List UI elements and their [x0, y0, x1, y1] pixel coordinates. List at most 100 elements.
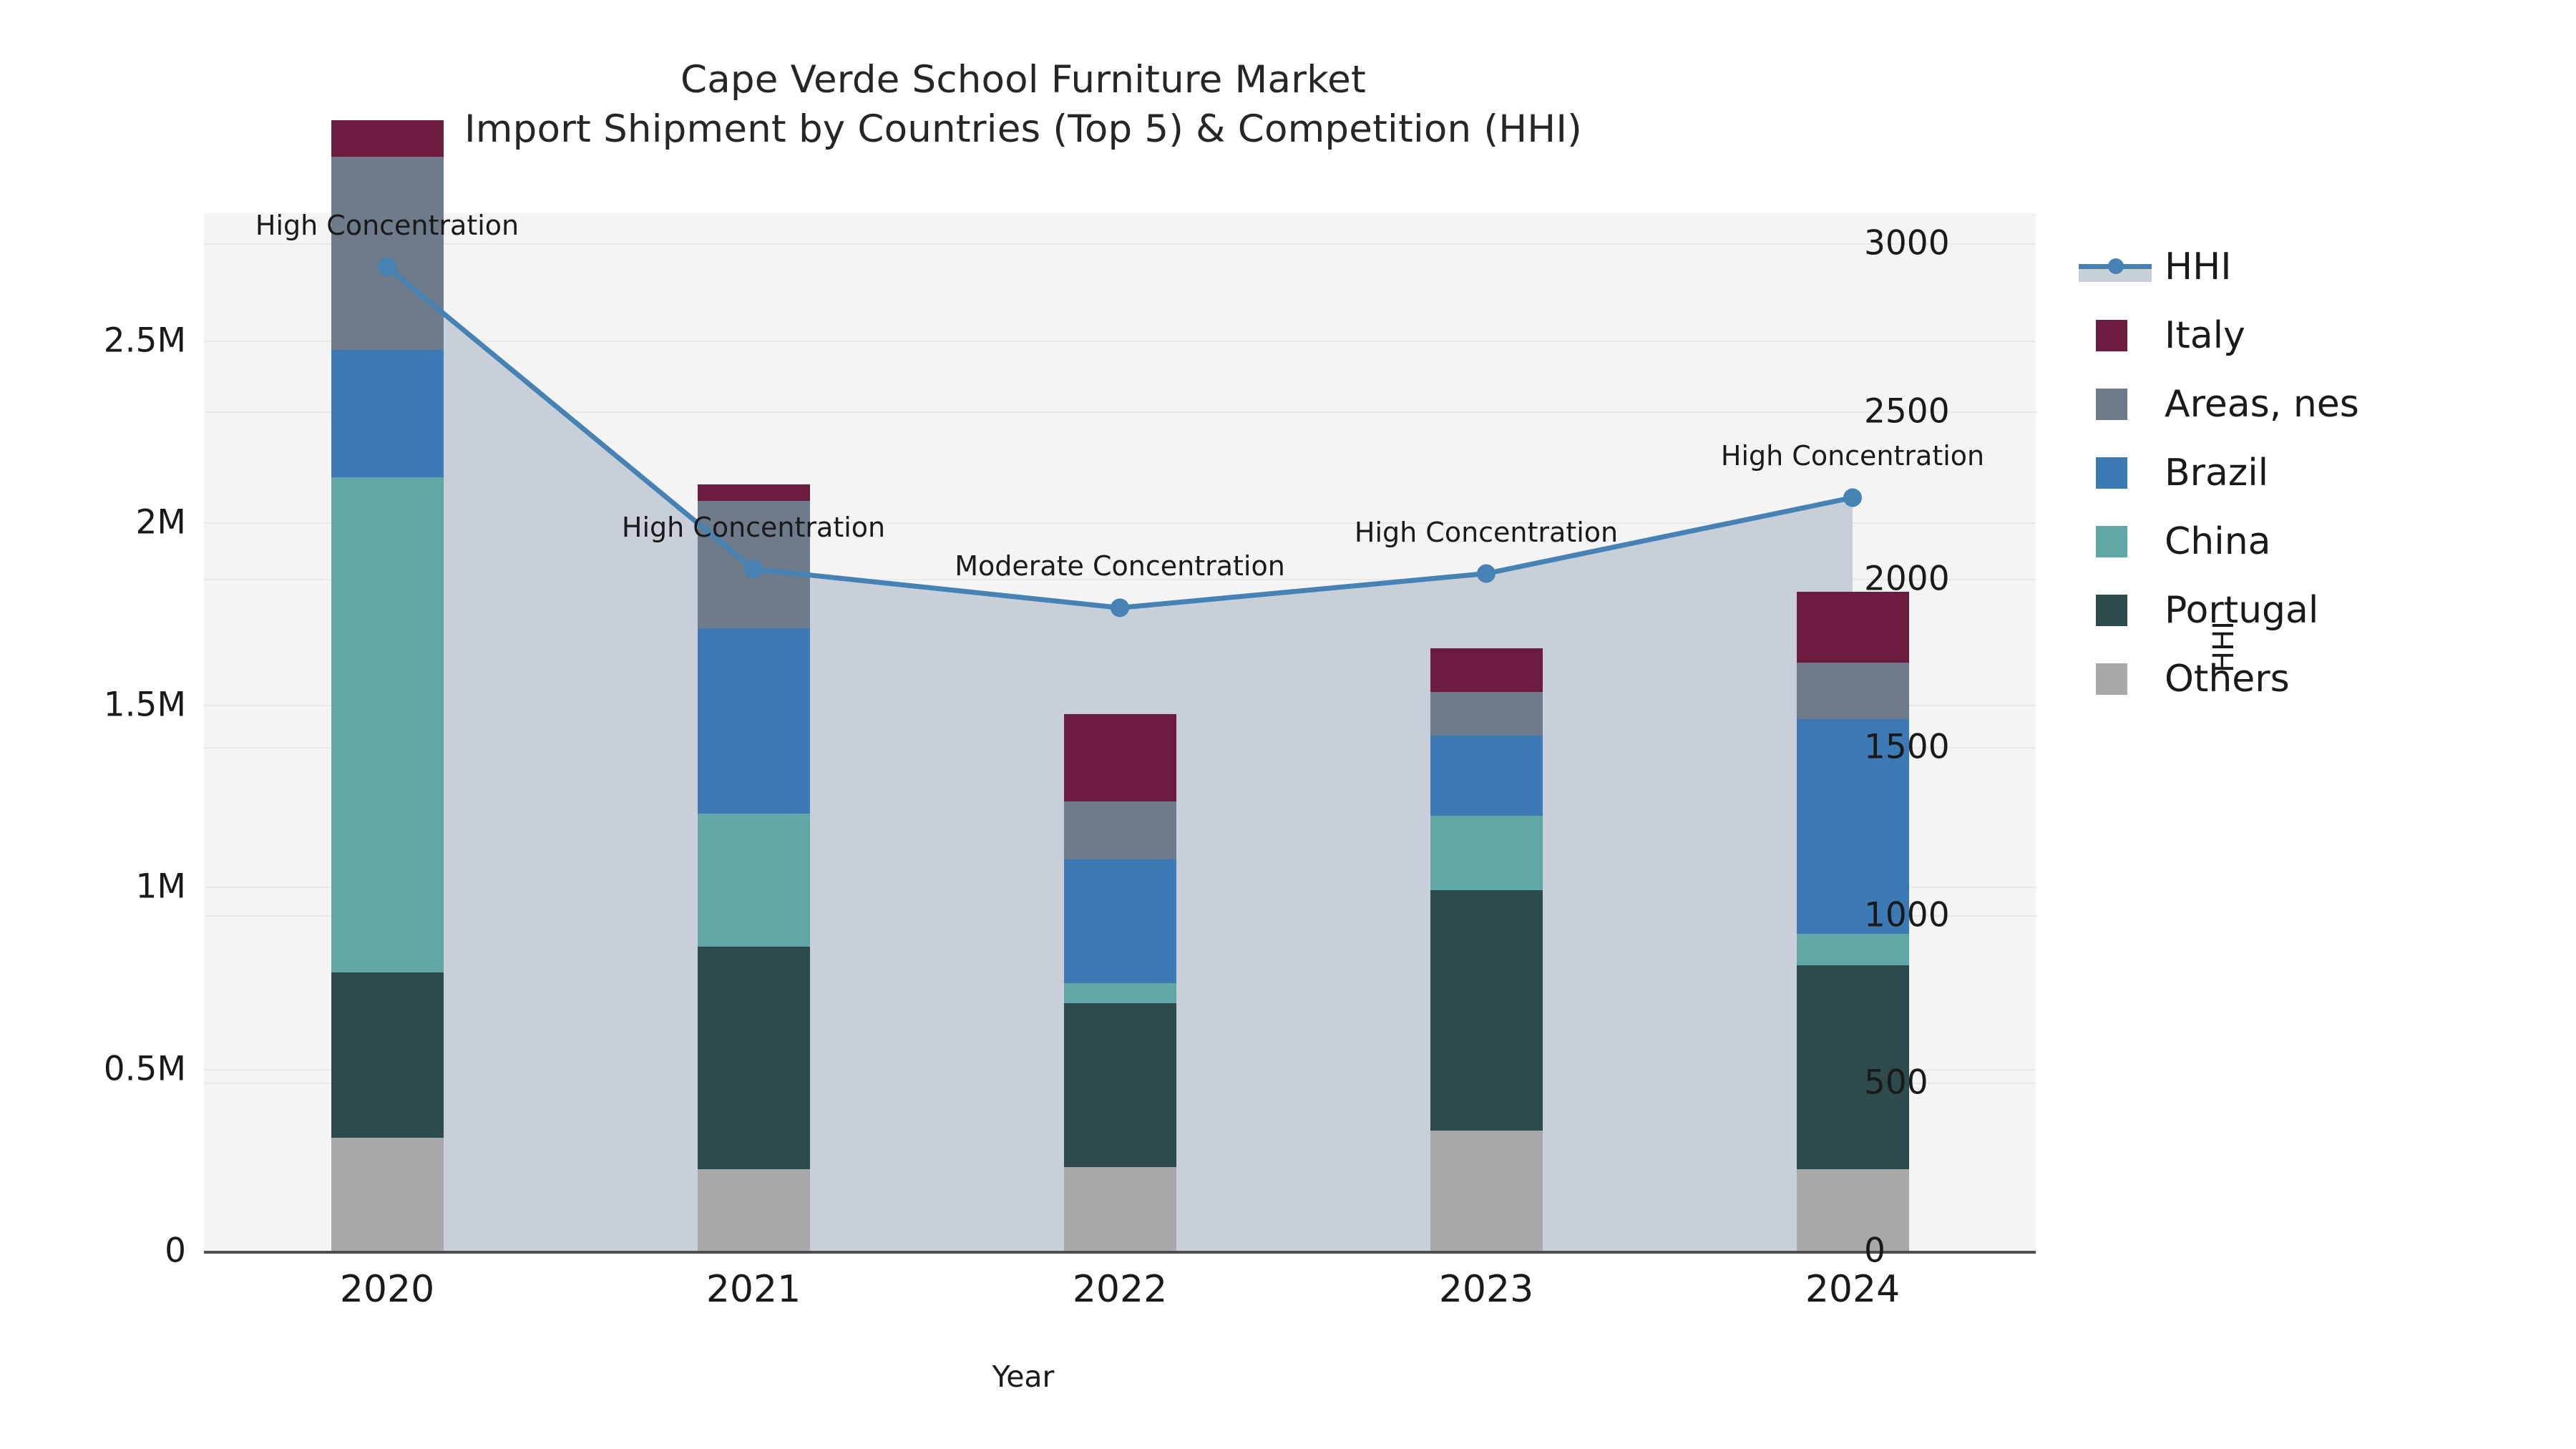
- chart-legend: HHI Italy Areas, nes Brazil China Portugal Oth…: [2072, 233, 2572, 713]
- legend-label: Areas, nes: [2165, 383, 2359, 426]
- x-tick-label-2023: 2023: [1438, 1268, 1534, 1311]
- legend-label: Brazil: [2165, 452, 2269, 494]
- y-tick-label-right: 1000: [1864, 895, 1950, 935]
- legend-swatch: [2096, 389, 2127, 420]
- x-axis-label: Year: [992, 1360, 1055, 1394]
- hhi-line-layer: [378, 258, 1862, 618]
- annotation-2021: High Concentration: [621, 512, 886, 544]
- x-tick-label-2020: 2020: [339, 1268, 435, 1311]
- bar-segment[interactable]: [331, 477, 444, 972]
- bar-segment[interactable]: [1796, 592, 1909, 663]
- gridline: [204, 341, 2036, 343]
- hhi-point-2021[interactable]: [744, 560, 763, 579]
- bar-segment[interactable]: [1063, 1166, 1176, 1251]
- bar-stack-2021[interactable]: [697, 484, 810, 1251]
- bar-segment[interactable]: [697, 814, 810, 947]
- legend-item-italy[interactable]: Italy: [2072, 301, 2572, 370]
- legend-item-areas-nes[interactable]: Areas, nes: [2072, 370, 2572, 439]
- bar-segment[interactable]: [1063, 801, 1176, 860]
- y-tick-label-right: 0: [1864, 1231, 1885, 1271]
- legend-key: [2072, 457, 2152, 489]
- plot-area: [204, 120, 2036, 1251]
- bar-segment[interactable]: [1063, 713, 1176, 801]
- x-axis-line: [204, 1251, 2036, 1254]
- gridline-secondary: [204, 243, 2036, 245]
- y-tick-label-right: 2500: [1864, 391, 1950, 431]
- legend-swatch: [2096, 526, 2127, 557]
- bar-stack-2020[interactable]: [331, 120, 444, 1251]
- y-tick-label-right: 1500: [1864, 727, 1950, 767]
- legend-key: [2072, 250, 2152, 283]
- bar-segment[interactable]: [1063, 1003, 1176, 1167]
- hhi-legend-area: [2079, 268, 2152, 282]
- hhi-point-2022[interactable]: [1111, 598, 1129, 618]
- bar-segment[interactable]: [331, 349, 444, 477]
- bar-segment[interactable]: [331, 120, 444, 157]
- bar-segment[interactable]: [1430, 890, 1543, 1131]
- bar-segment[interactable]: [1430, 1131, 1543, 1251]
- bar-segment[interactable]: [697, 947, 810, 1169]
- bar-segment[interactable]: [1430, 648, 1543, 693]
- bar-segment[interactable]: [1430, 816, 1543, 891]
- legend-item-portugal[interactable]: Portugal: [2072, 576, 2572, 645]
- y-tick-label-left: 1.5M: [103, 685, 186, 725]
- y-tick-label-right: 500: [1864, 1063, 1928, 1103]
- hhi-point-2020[interactable]: [378, 258, 396, 277]
- bar-segment[interactable]: [697, 628, 810, 814]
- annotation-2024: High Concentration: [1720, 440, 1985, 472]
- legend-item-china[interactable]: China: [2072, 507, 2572, 576]
- bar-segment[interactable]: [331, 972, 444, 1138]
- bar-segment[interactable]: [331, 157, 444, 350]
- legend-item-hhi[interactable]: HHI: [2072, 233, 2572, 301]
- annotation-2020: High Concentration: [255, 210, 519, 242]
- hhi-point-2024[interactable]: [1843, 488, 1862, 507]
- bar-segment[interactable]: [1063, 859, 1176, 984]
- legend-swatch: [2096, 457, 2127, 489]
- annotation-2023: High Concentration: [1354, 516, 1619, 548]
- bar-stack-2024[interactable]: [1796, 592, 1909, 1251]
- hhi-legend-marker: [2108, 258, 2124, 274]
- hhi-point-2023[interactable]: [1477, 564, 1496, 583]
- bar-stack-2023[interactable]: [1430, 648, 1543, 1251]
- legend-label: Others: [2165, 658, 2290, 701]
- bar-segment[interactable]: [1796, 965, 1909, 1169]
- y-tick-label-left: 1M: [135, 867, 186, 907]
- bar-segment[interactable]: [1430, 736, 1543, 816]
- bar-segment[interactable]: [1796, 719, 1909, 935]
- legend-label: Portugal: [2165, 589, 2319, 632]
- hhi-legend-key: [2079, 250, 2152, 282]
- legend-key: [2072, 388, 2152, 421]
- y-tick-label-right: 3000: [1864, 223, 1950, 263]
- gridline-secondary: [204, 411, 2036, 413]
- y-tick-label-right: 2000: [1864, 559, 1950, 599]
- y-tick-label-left: 2.5M: [103, 321, 186, 361]
- legend-label: Italy: [2165, 314, 2245, 357]
- legend-key: [2072, 319, 2152, 352]
- legend-swatch: [2096, 320, 2127, 351]
- legend-key: [2072, 525, 2152, 558]
- legend-item-others[interactable]: Others: [2072, 645, 2572, 713]
- bar-segment[interactable]: [1796, 1169, 1909, 1251]
- legend-swatch: [2096, 663, 2127, 695]
- bar-stack-2022[interactable]: [1063, 713, 1176, 1251]
- gridline: [204, 522, 2036, 525]
- bar-segment[interactable]: [1796, 934, 1909, 965]
- bar-segment[interactable]: [697, 484, 810, 501]
- gridline-secondary: [204, 579, 2036, 581]
- legend-item-brazil[interactable]: Brazil: [2072, 439, 2572, 507]
- bar-segment[interactable]: [1430, 692, 1543, 736]
- bar-segment[interactable]: [1063, 983, 1176, 1004]
- bar-segment[interactable]: [697, 1169, 810, 1251]
- bar-segment[interactable]: [1796, 663, 1909, 720]
- legend-swatch: [2096, 595, 2127, 626]
- bar-segment[interactable]: [331, 1138, 444, 1251]
- legend-label: HHI: [2165, 245, 2232, 288]
- y-tick-label-left: 0.5M: [103, 1049, 186, 1089]
- legend-label: China: [2165, 520, 2271, 563]
- legend-key: [2072, 594, 2152, 627]
- chart-title-block: Cape Verde School Furniture Market Impor…: [0, 56, 2046, 155]
- y-tick-label-left: 2M: [135, 502, 186, 542]
- chart-subtitle: Import Shipment by Countries (Top 5) & C…: [464, 107, 1583, 151]
- x-tick-label-2024: 2024: [1805, 1268, 1901, 1311]
